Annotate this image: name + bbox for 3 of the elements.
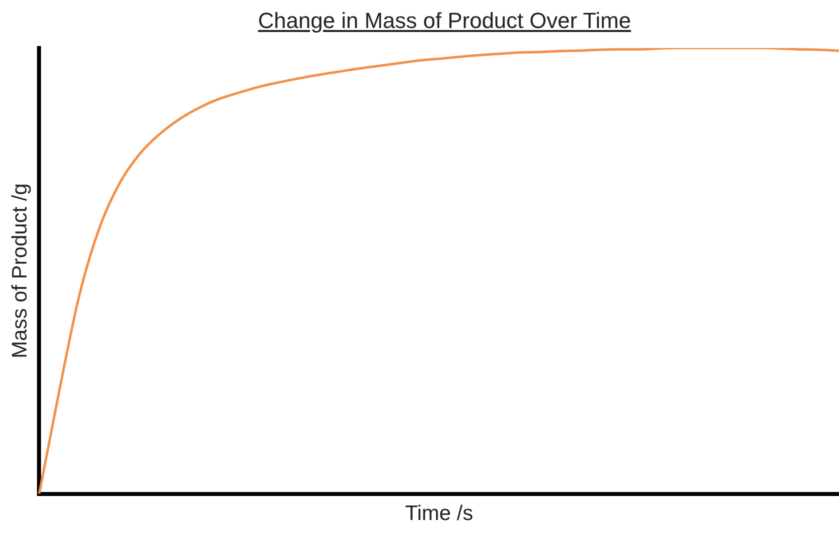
chart-title: Change in Mass of Product Over Time xyxy=(257,8,632,34)
y-axis-title: Mass of Product /g xyxy=(8,183,32,358)
x-axis-title: Time /s xyxy=(405,502,474,526)
